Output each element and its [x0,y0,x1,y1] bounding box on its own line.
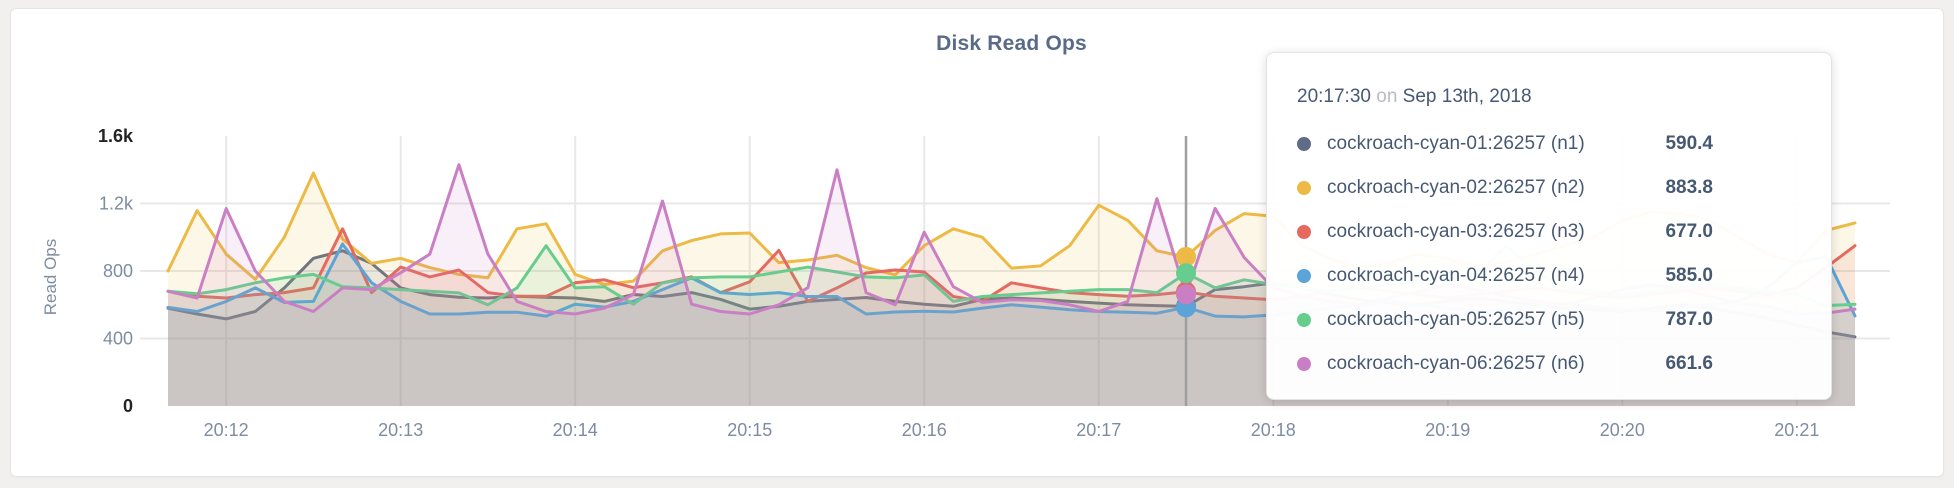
x-tick-20:21: 20:21 [1774,420,1819,440]
tooltip-row-n6: cockroach-cyan-06:26257 (n6) 661.6 [1297,342,1713,386]
series-value: 661.6 [1665,353,1713,374]
x-tick-20:17: 20:17 [1076,420,1121,440]
series-color-dot [1297,357,1311,371]
series-value: 590.4 [1665,133,1713,154]
x-tick-20:20: 20:20 [1600,420,1645,440]
hover-tooltip: 20:17:30 on Sep 13th, 2018 cockroach-cya… [1266,52,1832,400]
hover-point-n6[interactable] [1176,284,1197,305]
series-value: 585.0 [1665,265,1713,286]
series-label: cockroach-cyan-06:26257 (n6) [1327,353,1585,374]
series-value: 883.8 [1665,177,1713,198]
tooltip-row-n4: cockroach-cyan-04:26257 (n4) 585.0 [1297,254,1713,298]
series-color-dot [1297,181,1311,195]
series-color-dot [1297,269,1311,283]
tooltip-time: 20:17:30 [1297,86,1371,107]
x-tick-20:15: 20:15 [727,420,772,440]
series-color-dot [1297,225,1311,239]
tooltip-row-n1: cockroach-cyan-01:26257 (n1) 590.4 [1297,122,1713,166]
x-tick-20:12: 20:12 [204,420,249,440]
tooltip-conjunction: on [1376,86,1398,107]
series-label: cockroach-cyan-04:26257 (n4) [1327,265,1585,286]
series-label: cockroach-cyan-03:26257 (n3) [1327,221,1585,242]
x-tick-20:14: 20:14 [553,420,598,440]
series-color-dot [1297,137,1311,151]
tooltip-row-n2: cockroach-cyan-02:26257 (n2) 883.8 [1297,166,1713,210]
y-tick-400: 400 [103,329,133,349]
series-value: 677.0 [1665,221,1713,242]
hover-point-n2[interactable] [1176,246,1197,267]
x-tick-20:16: 20:16 [902,420,947,440]
series-value: 787.0 [1665,309,1713,330]
y-axis-label: Read Ops [41,239,60,316]
y-tick-1.2k: 1.2k [99,194,134,214]
tooltip-header: 20:17:30 on Sep 13th, 2018 [1297,83,1713,111]
tooltip-rows: cockroach-cyan-01:26257 (n1) 590.4 cockroa… [1297,122,1713,386]
series-label: cockroach-cyan-01:26257 (n1) [1327,133,1585,154]
chart-title: Disk Read Ops [936,32,1087,55]
x-tick-20:13: 20:13 [378,420,423,440]
y-tick-1.6k: 1.6k [98,126,134,146]
series-label: cockroach-cyan-05:26257 (n5) [1327,309,1585,330]
tooltip-row-n5: cockroach-cyan-05:26257 (n5) 787.0 [1297,298,1713,342]
tooltip-row-n3: cockroach-cyan-03:26257 (n3) 677.0 [1297,210,1713,254]
series-color-dot [1297,313,1311,327]
series-label: cockroach-cyan-02:26257 (n2) [1327,177,1585,198]
x-tick-20:18: 20:18 [1251,420,1296,440]
tooltip-date: Sep 13th, 2018 [1402,86,1532,107]
y-tick-0: 0 [123,396,133,416]
x-tick-20:19: 20:19 [1425,420,1470,440]
y-tick-800: 800 [103,261,133,281]
hover-point-n5[interactable] [1176,263,1197,284]
